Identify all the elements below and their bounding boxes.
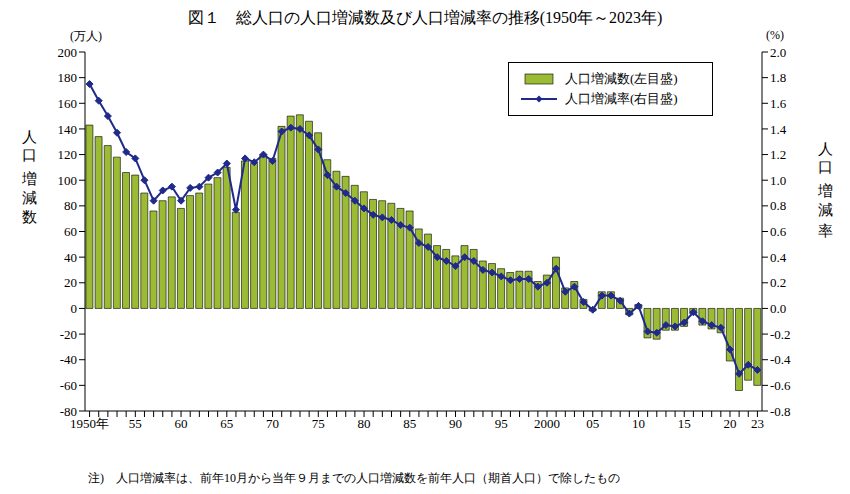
- svg-text:-0.8: -0.8: [770, 404, 791, 419]
- html-text:注) 人口増減率は、前年10月から当年９月までの人口増減数を: 注) 人口増減率は、前年10月から当年９月までの人口増減数を前年人口（期首人口）…: [88, 471, 620, 485]
- html-text:人口増減率(右目盛): 人口増減率(右目盛): [565, 91, 678, 106]
- html-text:(万人): (万人): [70, 29, 102, 43]
- svg-text:60: 60: [175, 416, 188, 431]
- svg-text:140: 140: [58, 122, 78, 137]
- svg-text:1.4: 1.4: [770, 122, 787, 137]
- svg-text:0.4: 0.4: [770, 250, 787, 265]
- svg-text:75: 75: [312, 416, 325, 431]
- html-text:人口増減率: 人口増減率: [818, 130, 834, 230]
- svg-text:40: 40: [64, 250, 77, 265]
- svg-text:10: 10: [632, 416, 645, 431]
- svg-text:160: 160: [58, 96, 78, 111]
- svg-text:-0.6: -0.6: [770, 378, 791, 393]
- svg-text:0: 0: [71, 301, 78, 316]
- svg-text:1.8: 1.8: [770, 70, 786, 85]
- svg-text:-60: -60: [60, 378, 77, 393]
- svg-text:-80: -80: [60, 404, 77, 419]
- svg-text:65: 65: [220, 416, 233, 431]
- svg-text:2000: 2000: [534, 416, 560, 431]
- svg-text:80: 80: [358, 416, 371, 431]
- svg-text:95: 95: [495, 416, 508, 431]
- svg-text:80: 80: [64, 198, 77, 213]
- svg-text:0.8: 0.8: [770, 198, 786, 213]
- svg-text:200: 200: [58, 45, 78, 60]
- svg-text:15: 15: [678, 416, 691, 431]
- svg-text:85: 85: [403, 416, 416, 431]
- svg-text:20: 20: [723, 416, 736, 431]
- svg-text:-0.2: -0.2: [770, 327, 791, 342]
- svg-text:05: 05: [586, 416, 599, 431]
- svg-text:-0.4: -0.4: [770, 352, 791, 367]
- svg-text:2.0: 2.0: [770, 45, 786, 60]
- svg-text:1950年: 1950年: [70, 416, 110, 432]
- svg-text:60: 60: [64, 224, 77, 239]
- svg-text:0.0: 0.0: [770, 301, 786, 316]
- svg-text:-20: -20: [60, 327, 77, 342]
- svg-text:120: 120: [58, 147, 78, 162]
- svg-text:70: 70: [266, 416, 279, 431]
- svg-text:100: 100: [58, 173, 78, 188]
- svg-text:20: 20: [64, 275, 77, 290]
- svg-text:55: 55: [129, 416, 142, 431]
- html-text:人口増減数: 人口増減数: [22, 118, 38, 218]
- svg-text:0.2: 0.2: [770, 275, 786, 290]
- svg-text:1.0: 1.0: [770, 173, 786, 188]
- html-text:図１ 総人口の人口増減数及び人口増減率の推移(1950年～2: 図１ 総人口の人口増減数及び人口増減率の推移(1950年～2023年): [187, 9, 663, 26]
- html-text:人口増減数(左目盛): 人口増減数(左目盛): [565, 71, 678, 86]
- svg-text:0.6: 0.6: [770, 224, 787, 239]
- svg-text:-40: -40: [60, 352, 77, 367]
- svg-text:1.6: 1.6: [770, 96, 787, 111]
- svg-text:180: 180: [58, 70, 78, 85]
- svg-text:90: 90: [449, 416, 462, 431]
- svg-text:1.2: 1.2: [770, 147, 786, 162]
- svg-text:23: 23: [751, 416, 764, 431]
